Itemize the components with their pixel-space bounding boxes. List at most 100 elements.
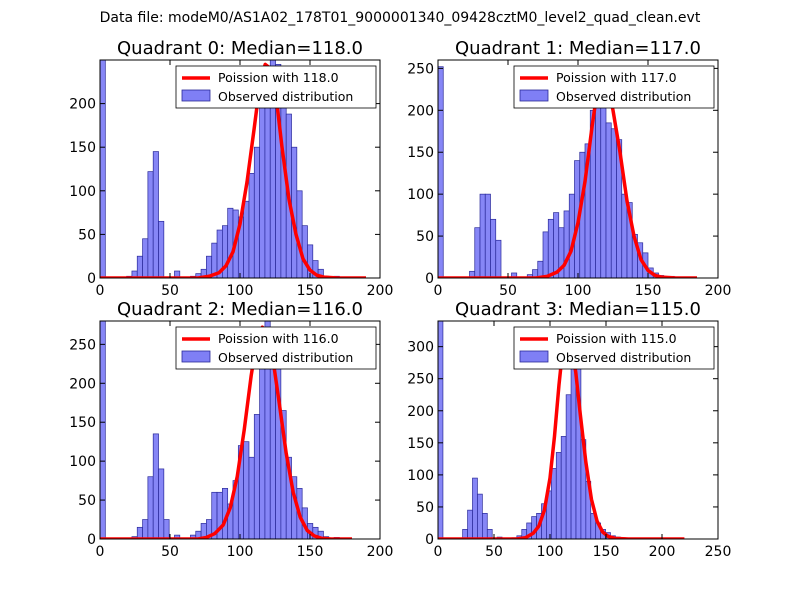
histogram-bar <box>147 171 154 278</box>
histogram-bar <box>547 218 554 278</box>
y-tick-label: 0 <box>425 532 434 548</box>
x-tick-label: 0 <box>434 283 443 299</box>
legend-label-poisson: Poission with 118.0 <box>218 70 339 85</box>
histogram-bar <box>484 193 491 278</box>
y-tick-label: 0 <box>87 532 96 548</box>
x-tick-label: 150 <box>593 544 620 560</box>
legend-label-poisson: Poission with 117.0 <box>556 70 677 85</box>
quadrant-3-legend: Poission with 115.0 Observed distribution <box>513 326 715 370</box>
x-tick-label: 200 <box>649 544 676 560</box>
figure-suptitle: Data file: modeM0/AS1A02_178T01_90000013… <box>100 10 701 26</box>
y-tick-label: 200 <box>407 404 434 420</box>
histogram-bar <box>605 122 612 278</box>
histogram-bar <box>563 210 570 278</box>
y-tick-label: 200 <box>69 97 96 113</box>
x-tick-label: 50 <box>161 283 179 299</box>
histogram-bar <box>227 207 234 278</box>
histogram-bar <box>253 146 260 278</box>
histogram-bar <box>477 493 483 539</box>
histogram-bar <box>142 519 149 539</box>
histogram-bar <box>163 519 170 539</box>
quadrant-0-legend: Poission with 118.0 Observed distribution <box>175 65 377 109</box>
legend-label-observed: Observed distribution <box>556 350 691 365</box>
legend-label-observed: Observed distribution <box>218 350 353 365</box>
y-tick-label: 250 <box>69 337 96 353</box>
x-tick-label: 50 <box>161 544 179 560</box>
y-tick-label: 150 <box>407 145 434 161</box>
x-tick-label: 0 <box>96 283 105 299</box>
y-tick-label: 150 <box>69 140 96 156</box>
histogram-bar <box>136 255 143 278</box>
y-tick-label: 150 <box>69 415 96 431</box>
y-tick-label: 100 <box>407 468 434 484</box>
y-tick-label: 100 <box>407 187 434 203</box>
histogram-bar <box>621 193 628 278</box>
histogram-bar <box>142 238 149 278</box>
histogram-bar <box>560 436 567 539</box>
legend-bar-swatch <box>181 89 211 102</box>
histogram-bar <box>482 512 488 539</box>
histogram-bar <box>243 441 250 539</box>
y-tick-label: 250 <box>407 61 434 77</box>
quadrant-0-title: Quadrant 0: Median=118.0 <box>117 38 363 59</box>
quadrant-0-chart: Quadrant 0: Median=118.0 0 50 100 150 200 0 50 1… <box>69 38 393 299</box>
legend-bar-swatch <box>519 350 549 363</box>
legend-bar-swatch <box>181 350 211 363</box>
histogram-bar <box>248 173 255 278</box>
quadrant-1-legend: Poission with 117.0 Observed distribution <box>513 65 715 109</box>
x-tick-label: 0 <box>434 544 443 560</box>
legend-bar-swatch <box>519 89 549 102</box>
quadrant-1-title: Quadrant 1: Median=117.0 <box>455 38 701 59</box>
x-tick-label: 150 <box>297 283 324 299</box>
histogram-bar <box>474 227 481 278</box>
histogram-bar <box>486 529 493 539</box>
quadrant-3-title: Quadrant 3: Median=115.0 <box>455 299 701 320</box>
quadrant-1-bars <box>438 66 675 278</box>
poisson-curve-line <box>100 62 366 278</box>
histogram-bar <box>243 200 250 278</box>
quadrant-1-chart: Quadrant 1: Median=117.0 0 50 100 150 200 0 50 1… <box>407 38 731 299</box>
histogram-bar <box>511 272 518 278</box>
legend-label-poisson: Poission with 115.0 <box>556 331 677 346</box>
histogram-bar <box>472 477 478 539</box>
histogram-bar <box>550 468 557 539</box>
x-tick-label: 50 <box>485 544 503 560</box>
legend-label-poisson: Poission with 116.0 <box>218 331 339 346</box>
y-tick-label: 150 <box>407 436 434 452</box>
histogram-bar <box>100 321 106 539</box>
y-tick-label: 100 <box>69 184 96 200</box>
histogram-bar <box>479 193 486 278</box>
x-tick-label: 100 <box>227 283 254 299</box>
histogram-bar <box>259 103 266 278</box>
histogram-bar <box>259 359 266 539</box>
histogram-bar <box>553 212 560 278</box>
histogram-bar <box>438 321 444 539</box>
y-tick-label: 50 <box>78 493 96 509</box>
x-tick-label: 150 <box>297 544 324 560</box>
histogram-bar <box>136 526 143 539</box>
quadrant-2-title: Quadrant 2: Median=116.0 <box>117 299 363 320</box>
histogram-bar <box>301 225 308 278</box>
y-tick-label: 300 <box>407 340 434 356</box>
x-tick-label: 150 <box>635 283 662 299</box>
histogram-bar <box>317 530 324 539</box>
histogram-bar <box>610 128 617 278</box>
x-tick-label: 50 <box>499 283 517 299</box>
y-tick-label: 200 <box>407 103 434 119</box>
y-tick-label: 250 <box>407 372 434 388</box>
x-tick-label: 100 <box>565 283 592 299</box>
legend-label-observed: Observed distribution <box>556 89 691 104</box>
histogram-bar <box>100 60 106 278</box>
y-tick-label: 0 <box>425 271 434 287</box>
histogram-bar <box>565 394 572 539</box>
y-tick-label: 50 <box>78 227 96 243</box>
histogram-bar <box>158 468 165 539</box>
x-tick-label: 100 <box>537 544 564 560</box>
histogram-bar <box>490 218 497 278</box>
histogram-bar <box>152 151 159 278</box>
histogram-bar <box>467 509 473 539</box>
y-tick-label: 50 <box>416 229 434 245</box>
quadrant-2-legend: Poission with 116.0 Observed distribution <box>175 326 377 370</box>
histogram-bar <box>147 476 154 539</box>
